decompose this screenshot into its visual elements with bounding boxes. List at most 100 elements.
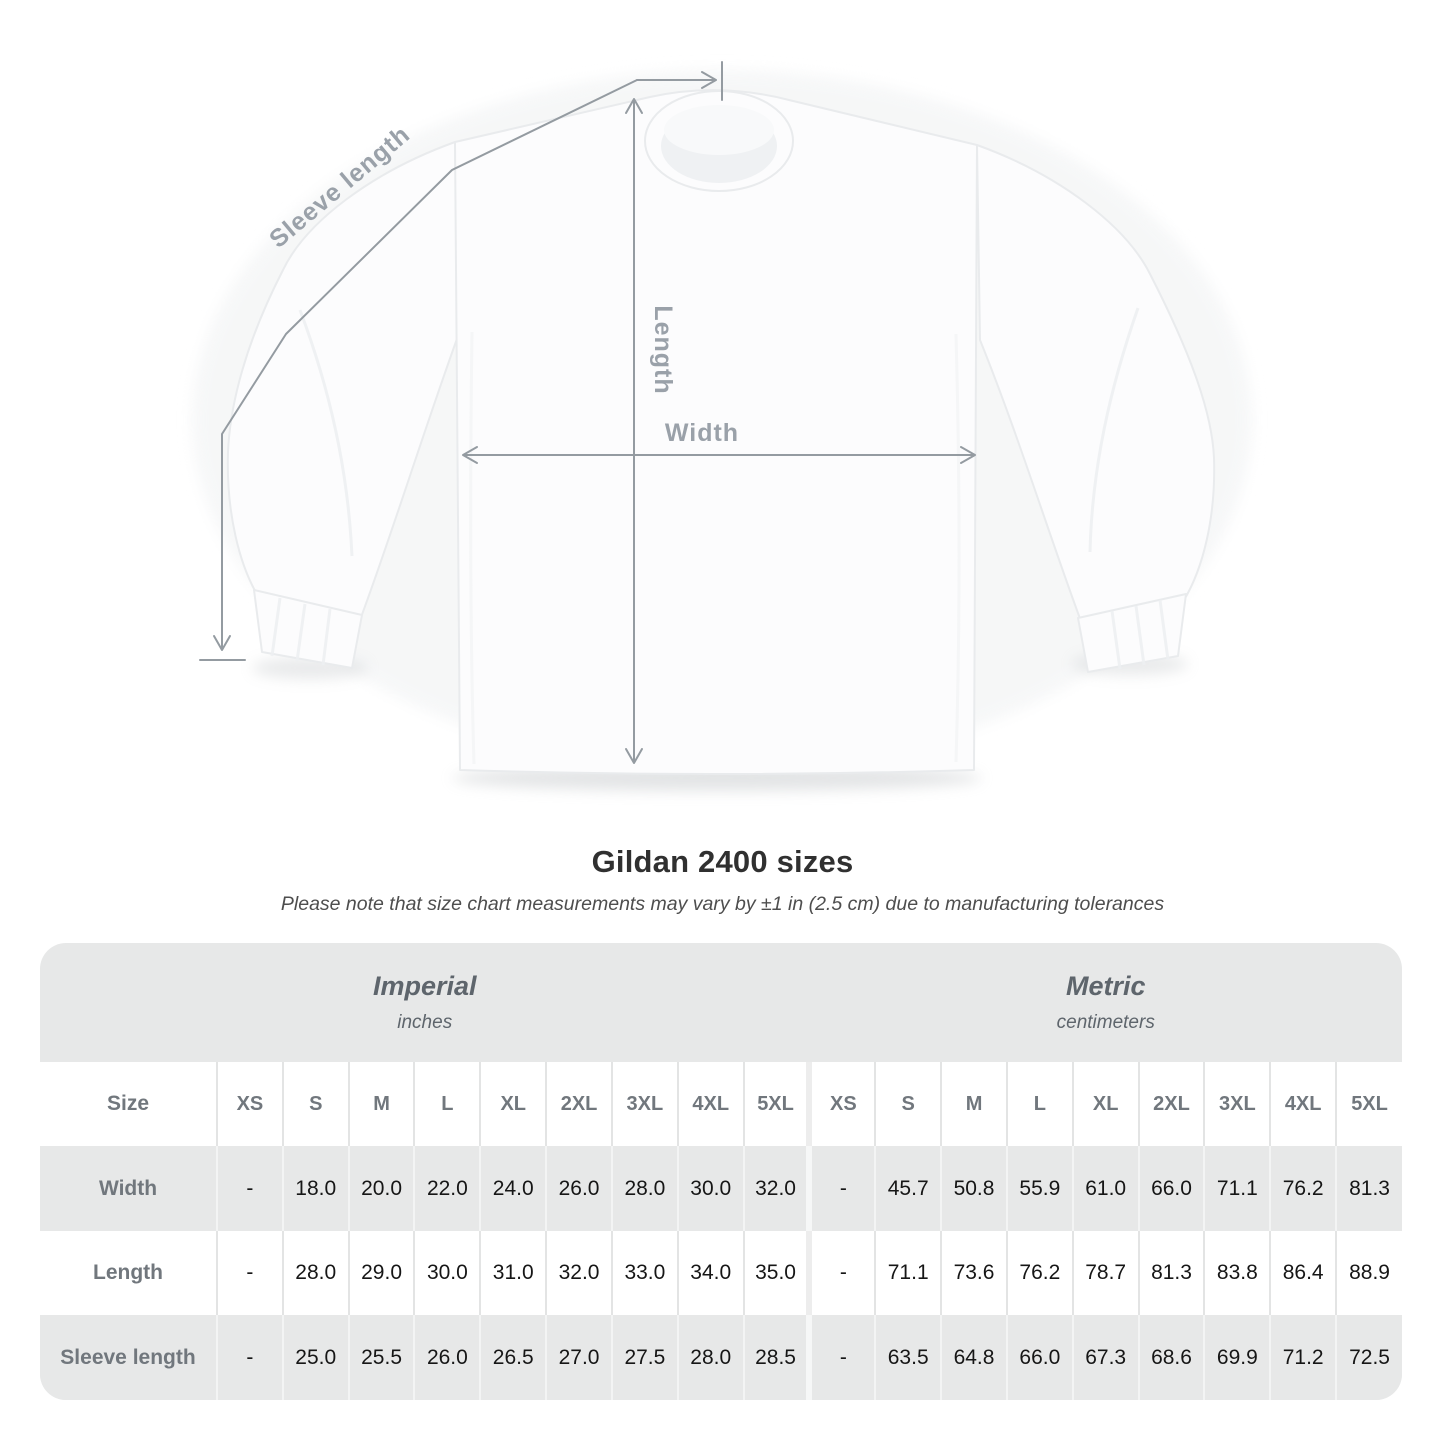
sleeve-length-line xyxy=(221,79,638,649)
size-col-header: XL xyxy=(1071,1062,1139,1146)
size-col-header: XS xyxy=(806,1062,876,1146)
value-cell: 25.5 xyxy=(347,1315,415,1400)
imperial-label: Imperial xyxy=(372,971,477,1001)
value-cell: 76.2 xyxy=(1269,1146,1337,1231)
size-col-header: L xyxy=(1005,1062,1073,1146)
row-label: Width xyxy=(98,1176,158,1200)
tolerance-note: Please note that size chart measurements… xyxy=(280,893,1165,915)
page-title: Gildan 2400 sizes xyxy=(591,844,854,879)
value-cell: 45.7 xyxy=(874,1146,942,1231)
size-header: Size xyxy=(106,1092,150,1115)
size-col-header: M xyxy=(347,1062,415,1146)
imperial-unit: inches xyxy=(397,1012,453,1033)
value-cell: - xyxy=(806,1315,876,1400)
value-cell: 66.0 xyxy=(1137,1146,1205,1231)
size-header-row: Size XS S M L XL 2XL 3XL 4XL 5XL XS S M … xyxy=(40,1062,1402,1146)
value-cell: 26.0 xyxy=(545,1146,612,1231)
value-cell: 72.5 xyxy=(1335,1315,1402,1400)
arrow-up-icon xyxy=(625,98,643,114)
value-cell: 26.5 xyxy=(479,1315,547,1400)
value-cell: 22.0 xyxy=(413,1146,481,1231)
size-col-header: S xyxy=(874,1062,942,1146)
value-cell: 27.0 xyxy=(545,1315,612,1400)
shirt-graphic xyxy=(226,89,1216,775)
value-cell: - xyxy=(216,1146,283,1231)
value-cell: 73.6 xyxy=(940,1231,1007,1315)
shirt-measurement-diagram: Sleeve length Length Width xyxy=(192,61,1252,791)
shirt-body xyxy=(454,89,978,775)
value-cell: 27.5 xyxy=(610,1315,678,1400)
value-cell: 78.7 xyxy=(1071,1231,1139,1315)
measurement-lines xyxy=(199,61,976,764)
value-cell: 81.3 xyxy=(1335,1146,1402,1231)
arrow-down-icon xyxy=(213,635,231,651)
length-label: Length xyxy=(649,305,677,394)
size-col-header: XL xyxy=(479,1062,547,1146)
arrow-right-icon xyxy=(701,71,717,89)
arrow-down-icon xyxy=(625,748,643,764)
arrow-right-icon xyxy=(960,446,976,464)
left-sleeve xyxy=(226,141,459,621)
value-cell: 34.0 xyxy=(676,1231,744,1315)
value-cell: - xyxy=(806,1146,876,1231)
width-label: Width xyxy=(665,419,739,447)
value-cell: 24.0 xyxy=(479,1146,547,1231)
sleeve-length-row: Sleeve length - 25.0 25.5 26.0 26.5 27.0… xyxy=(40,1315,1402,1400)
size-col-header: 2XL xyxy=(545,1062,612,1146)
value-cell: 67.3 xyxy=(1071,1315,1139,1400)
value-cell: 81.3 xyxy=(1137,1231,1205,1315)
value-cell: 29.0 xyxy=(347,1231,415,1315)
value-cell: 32.0 xyxy=(742,1146,810,1231)
size-col-header: 4XL xyxy=(676,1062,744,1146)
size-col-header: 2XL xyxy=(1137,1062,1205,1146)
value-cell: 64.8 xyxy=(940,1315,1007,1400)
value-cell: 55.9 xyxy=(1005,1146,1073,1231)
value-cell: 30.0 xyxy=(413,1231,481,1315)
size-col-header: XS xyxy=(216,1062,283,1146)
value-cell: - xyxy=(216,1231,283,1315)
value-cell: 71.1 xyxy=(1203,1146,1271,1231)
value-cell: 28.0 xyxy=(610,1146,678,1231)
value-cell: 32.0 xyxy=(545,1231,612,1315)
size-col-header: 5XL xyxy=(742,1062,810,1146)
value-cell: - xyxy=(216,1315,283,1400)
right-sleeve xyxy=(976,144,1216,625)
value-cell: 28.5 xyxy=(742,1315,810,1400)
row-label: Sleeve length xyxy=(60,1345,196,1369)
metric-label: Metric xyxy=(1065,971,1146,1001)
value-cell: 69.9 xyxy=(1203,1315,1271,1400)
unit-section-row: Imperial inches Metric centimeters xyxy=(40,943,1402,1062)
value-cell: 68.6 xyxy=(1137,1315,1205,1400)
size-col-header: S xyxy=(281,1062,349,1146)
size-col-header: L xyxy=(413,1062,481,1146)
collar-back xyxy=(664,105,774,155)
value-cell: 50.8 xyxy=(940,1146,1007,1231)
length-row: Length - 28.0 29.0 30.0 31.0 32.0 33.0 3… xyxy=(40,1231,1402,1315)
value-cell: 88.9 xyxy=(1335,1231,1402,1315)
size-col-header: 3XL xyxy=(1203,1062,1271,1146)
value-cell: 76.2 xyxy=(1005,1231,1073,1315)
size-col-header: M xyxy=(940,1062,1007,1146)
metric-unit: centimeters xyxy=(1056,1012,1155,1033)
value-cell: 61.0 xyxy=(1071,1146,1139,1231)
value-cell: 31.0 xyxy=(479,1231,547,1315)
value-cell: 83.8 xyxy=(1203,1231,1271,1315)
value-cell: 30.0 xyxy=(676,1146,744,1231)
value-cell: 25.0 xyxy=(281,1315,349,1400)
size-chart-container: Imperial inches Metric centimeters Size … xyxy=(40,943,1402,1400)
value-cell: 28.0 xyxy=(676,1315,744,1400)
value-cell: 26.0 xyxy=(413,1315,481,1400)
value-cell: - xyxy=(806,1231,876,1315)
value-cell: 63.5 xyxy=(874,1315,942,1400)
value-cell: 66.0 xyxy=(1005,1315,1073,1400)
size-col-header: 4XL xyxy=(1269,1062,1337,1146)
imperial-section-header: Imperial inches xyxy=(40,943,809,1062)
value-cell: 71.1 xyxy=(874,1231,942,1315)
size-col-header: 3XL xyxy=(610,1062,678,1146)
fabric-creases xyxy=(270,307,1170,765)
left-cuff xyxy=(253,589,363,669)
right-cuff xyxy=(1077,593,1187,673)
value-cell: 18.0 xyxy=(281,1146,349,1231)
arrow-left-icon xyxy=(462,446,478,464)
